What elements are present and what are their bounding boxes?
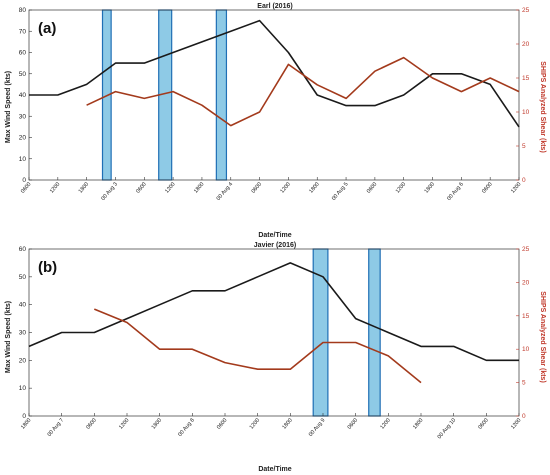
chart-a-ytick-label: 50 <box>19 71 27 78</box>
chart-b-ytick-right-label: 25 <box>522 246 530 253</box>
chart-b-ytick-label: 40 <box>19 302 27 309</box>
chart-b-ylabel-right: SHIPS Analyzed Shear (kts) <box>539 291 546 383</box>
chart-a-ytick-right-label: 25 <box>522 7 530 14</box>
chart-a-series-line-wind <box>29 19 520 128</box>
chart-b-ytick-label: 30 <box>19 330 27 337</box>
chart-b-ytick-right-label: 20 <box>522 279 530 286</box>
chart-a-ylabel-right: SHIPS Analyzed Shear (kts) <box>539 61 546 153</box>
chart-a-title: Earl (2016) <box>257 3 292 10</box>
chart-b-ytick-label: 50 <box>19 274 27 281</box>
chart-b-ytick-label: 60 <box>19 246 27 253</box>
chart-b-xlabel: Date/Time <box>258 466 291 473</box>
chart-a-ytick-label: 60 <box>19 50 27 57</box>
chart-b-series-line-shear <box>93 308 422 384</box>
chart-b-ytick-label: 10 <box>19 385 27 392</box>
chart-b-ytick-right-label: 15 <box>522 313 530 320</box>
chart-a-ytick-label: 80 <box>19 7 27 14</box>
chart-a-ytick-label: 40 <box>19 92 27 99</box>
chart-a-ytick-right-label: 0 <box>522 177 526 184</box>
chart-a-ytick-right-label: 10 <box>522 109 530 116</box>
chart-a-series-line-shear <box>86 56 520 127</box>
chart-b-ytick-label: 0 <box>22 413 26 420</box>
chart-a-panel-label: (a) <box>38 20 56 37</box>
chart-a-ytick-label: 70 <box>19 28 27 35</box>
chart-a-ylabel: Max Wind Speed (kts) <box>5 71 12 143</box>
chart-b-ylabel: Max Wind Speed (kts) <box>5 301 12 373</box>
chart-a-ytick-label: 10 <box>19 156 27 163</box>
chart-a-xlabel: Date/Time <box>258 232 291 239</box>
chart-a-ytick-label: 20 <box>19 135 27 142</box>
chart-b-ytick-label: 20 <box>19 357 27 364</box>
chart-a-ytick-label: 30 <box>19 113 27 120</box>
chart-b-ytick-right-label: 10 <box>522 346 530 353</box>
chart-b-series-line-wind <box>28 262 519 362</box>
chart-b-title: Javier (2016) <box>254 242 296 249</box>
chart-b-ytick-right-label: 0 <box>522 413 526 420</box>
chart-b-shaded-interval-1 <box>368 248 381 417</box>
chart-a-ytick-right-label: 15 <box>522 75 530 82</box>
chart-a-ytick-label: 0 <box>22 177 26 184</box>
chart-a-ytick-right-label: 20 <box>522 41 530 48</box>
chart-a-ytick-right-label: 5 <box>522 143 526 150</box>
chart-b-ytick-right-label: 5 <box>522 380 526 387</box>
chart-b-panel-label: (b) <box>38 259 57 276</box>
